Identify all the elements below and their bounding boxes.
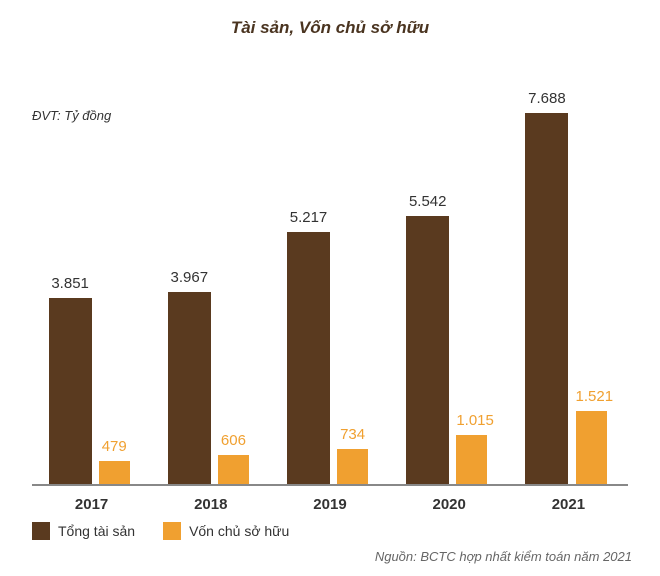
category-label: 2021 xyxy=(509,496,628,513)
legend-swatch-2 xyxy=(163,522,181,540)
plot-area: 3.85147920173.96760620185.21773420195.54… xyxy=(32,88,628,486)
bar-series-2: 606 xyxy=(218,455,249,484)
bar-series-2: 479 xyxy=(99,461,130,484)
legend-label-1: Tổng tài sản xyxy=(58,523,135,539)
bar-series-2: 734 xyxy=(337,449,368,484)
bar-value-label: 7.688 xyxy=(525,90,568,107)
bar-series-1: 5.542 xyxy=(406,216,449,484)
bar-group: 3.9676062018 xyxy=(151,88,270,484)
bar-value-label: 5.217 xyxy=(287,209,330,226)
bar-group: 7.6881.5212021 xyxy=(509,88,628,484)
legend-item-series-2: Vốn chủ sở hữu xyxy=(163,522,289,540)
bar-value-label: 606 xyxy=(218,432,249,449)
bar-series-2: 1.521 xyxy=(576,411,607,484)
category-label: 2017 xyxy=(32,496,151,513)
bar-group: 5.2177342019 xyxy=(270,88,389,484)
legend-item-series-1: Tổng tài sản xyxy=(32,522,135,540)
source-label: Nguồn: BCTC hợp nhất kiểm toán năm 2021 xyxy=(375,549,632,564)
bar-value-label: 3.967 xyxy=(168,269,211,286)
category-label: 2020 xyxy=(390,496,509,513)
bar-value-label: 1.521 xyxy=(576,388,607,405)
bar-value-label: 479 xyxy=(99,438,130,455)
bar-group: 5.5421.0152020 xyxy=(390,88,509,484)
bar-value-label: 3.851 xyxy=(49,275,92,292)
bar-series-1: 3.851 xyxy=(49,298,92,484)
bar-series-2: 1.015 xyxy=(456,435,487,484)
legend-label-2: Vốn chủ sở hữu xyxy=(189,523,289,539)
bar-group: 3.8514792017 xyxy=(32,88,151,484)
bar-value-label: 5.542 xyxy=(406,193,449,210)
legend: Tổng tài sản Vốn chủ sở hữu xyxy=(32,522,289,540)
category-label: 2019 xyxy=(270,496,389,513)
chart-title: Tài sản, Vốn chủ sở hữu xyxy=(0,18,660,38)
bar-value-label: 1.015 xyxy=(456,412,487,429)
bar-value-label: 734 xyxy=(337,426,368,443)
bar-series-1: 3.967 xyxy=(168,292,211,484)
category-label: 2018 xyxy=(151,496,270,513)
legend-swatch-1 xyxy=(32,522,50,540)
bar-series-1: 5.217 xyxy=(287,232,330,484)
bar-series-1: 7.688 xyxy=(525,113,568,484)
